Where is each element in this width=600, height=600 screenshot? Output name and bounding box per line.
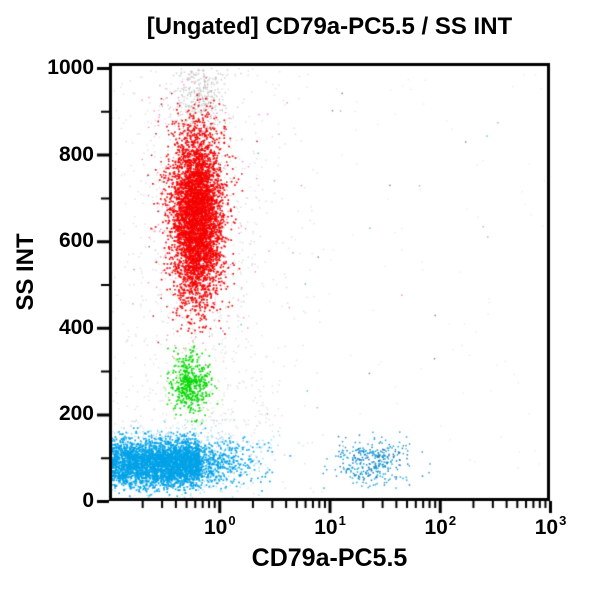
x-axis-title: CD79a-PC5.5: [251, 544, 408, 572]
x-tick-label-1e0: 100: [203, 513, 236, 539]
x-tick-label-1e3: 103: [534, 513, 567, 539]
y-tick-label-400: 400: [58, 315, 94, 339]
y-tick-label-600: 600: [58, 229, 94, 253]
x-tick-label-1e1: 101: [314, 513, 346, 539]
y-axis-title: SS INT: [12, 233, 39, 311]
y-tick-label-800: 800: [58, 142, 94, 166]
x-tick-label-1e2: 102: [424, 513, 457, 539]
y-tick-label-200: 200: [58, 402, 94, 426]
y-tick-label-0: 0: [82, 489, 94, 512]
y-tick-label-1000: 1000: [47, 56, 94, 79]
